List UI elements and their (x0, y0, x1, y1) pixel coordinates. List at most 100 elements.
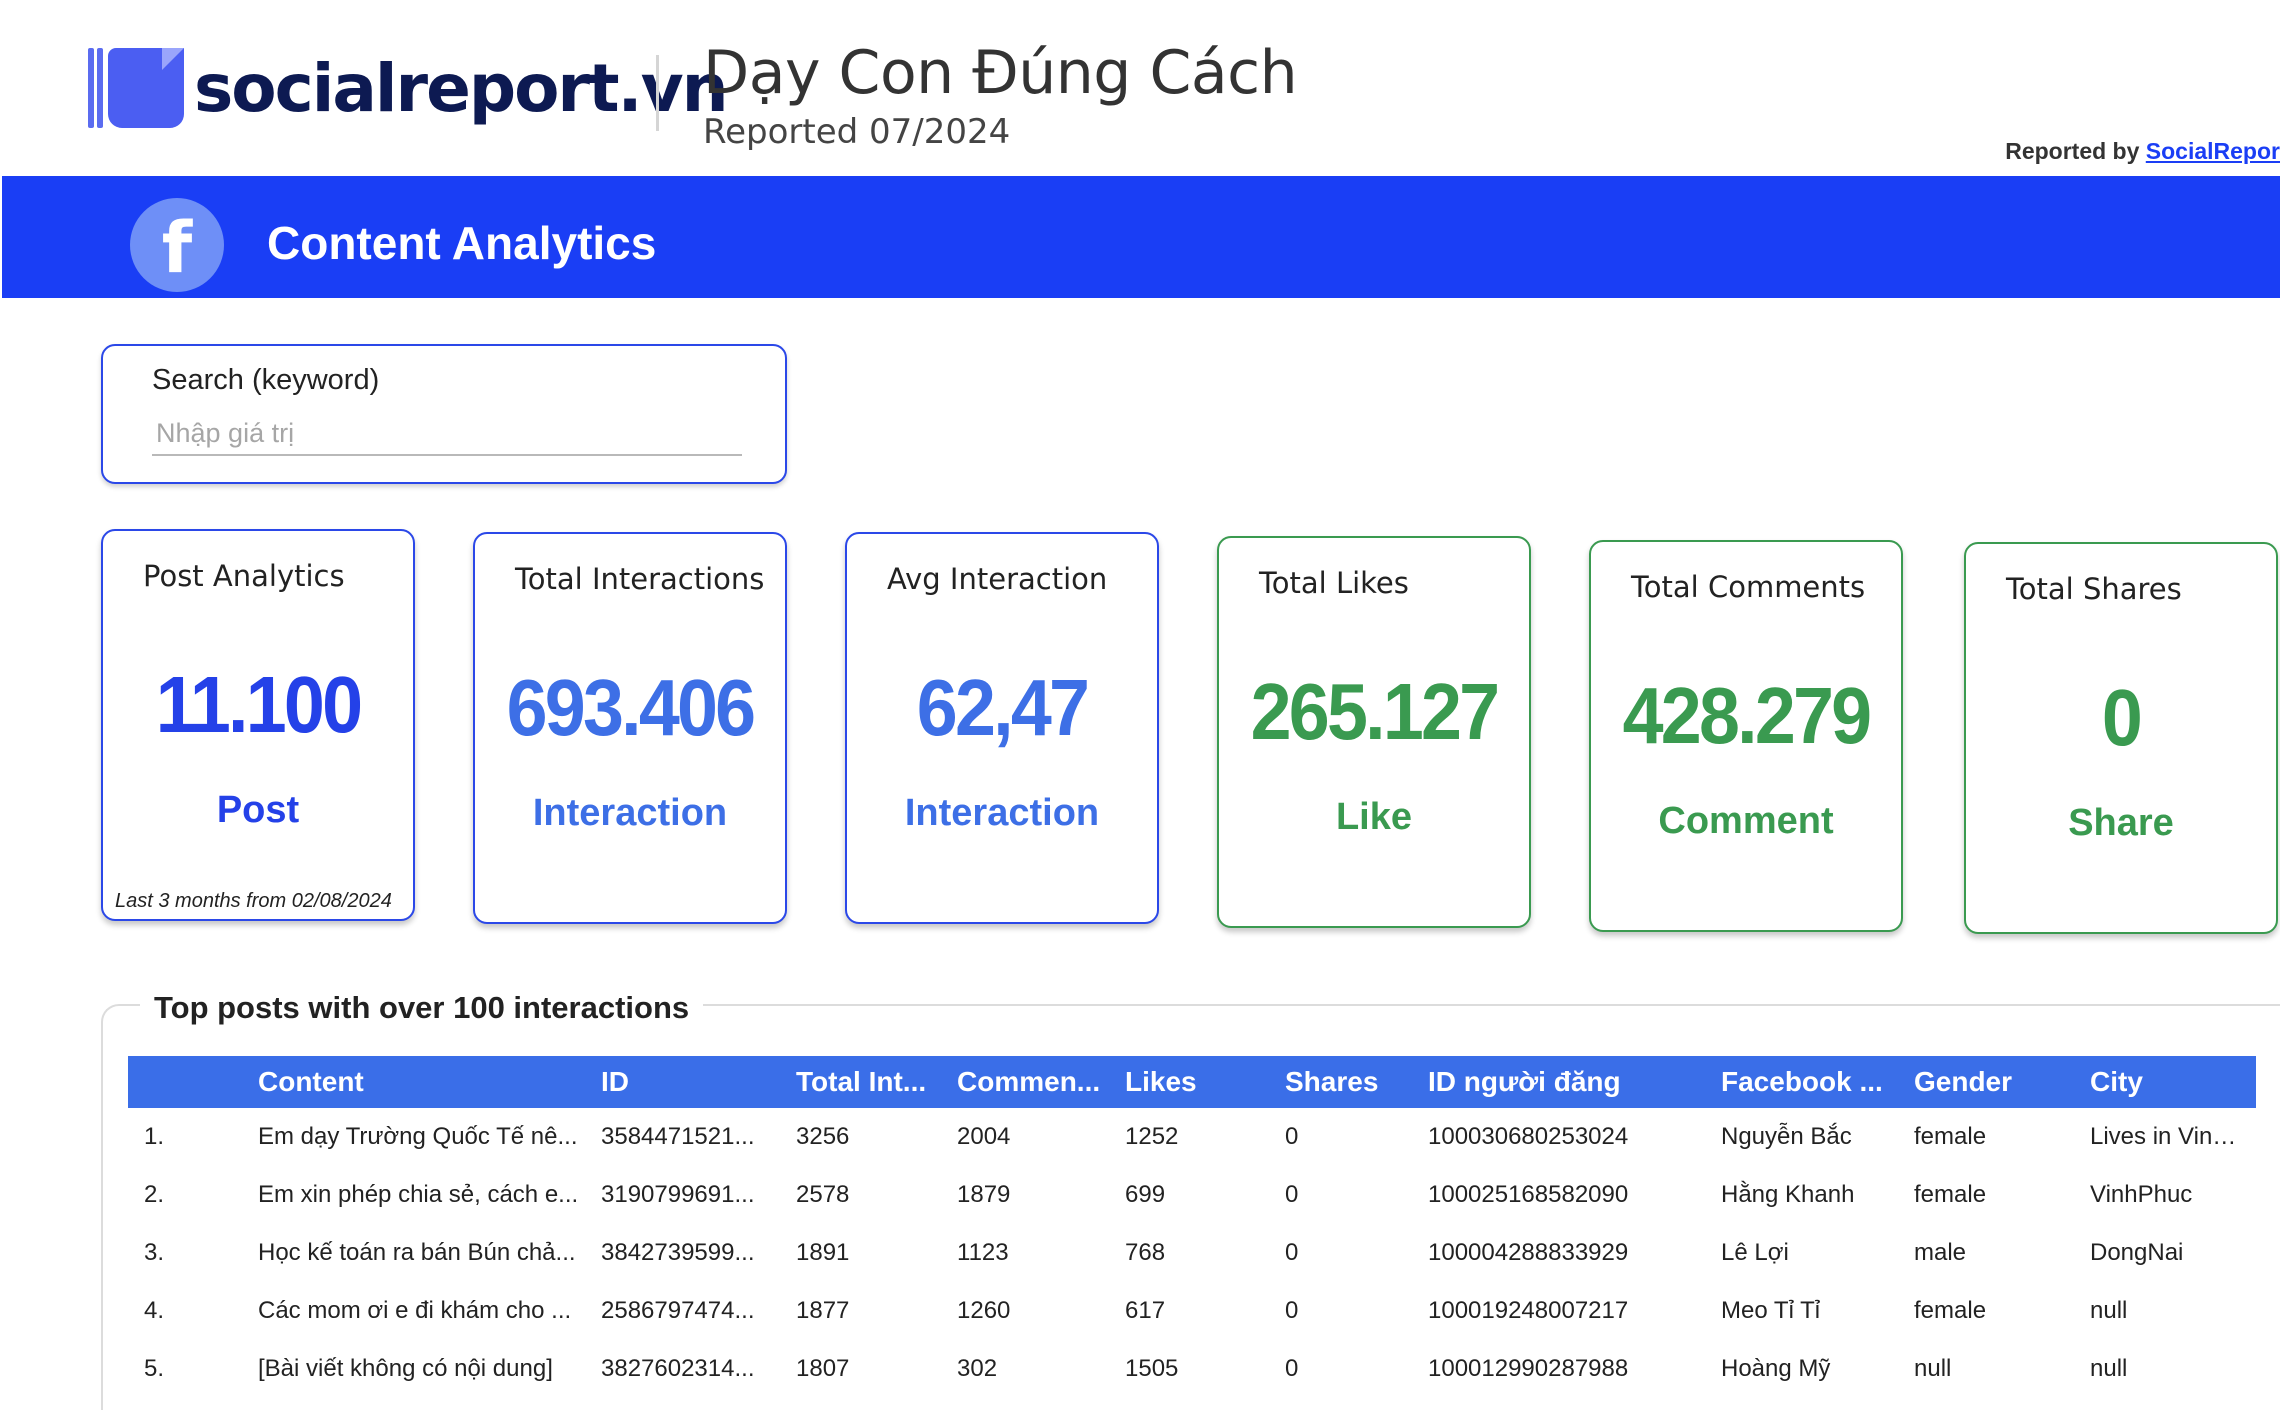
cell-city: DongNai (2090, 1239, 2184, 1266)
card-value: 265.127 (1250, 667, 1500, 756)
col-total-interactions-header[interactable]: Total Int... (796, 1056, 957, 1108)
search-label: Search (keyword) (152, 364, 380, 396)
col-poster-id-header[interactable]: ID người đăng (1428, 1056, 1721, 1108)
cell-poster-id: 100019248007217 (1428, 1297, 1629, 1324)
cell-id: 3827602314... (601, 1355, 755, 1382)
card-note: Last 3 months from 02/08/2024 (115, 890, 392, 912)
card-title: Avg Interaction (887, 562, 1108, 596)
card-value: 0 (2101, 673, 2143, 762)
card-value: 11.100 (155, 660, 363, 749)
col-gender-header[interactable]: Gender (1914, 1056, 2090, 1108)
card-total-interactions: Total Interactions 693.406 Interaction (473, 532, 787, 924)
col-shares-header[interactable]: Shares (1285, 1056, 1428, 1108)
col-comments-header[interactable]: Commen... (957, 1056, 1125, 1108)
card-avg-interaction: Avg Interaction 62,47 Interaction (845, 532, 1159, 924)
table-row[interactable]: 3. Học kế toán ra bán Bún chả... 384273959… (128, 1224, 2256, 1282)
card-value: 62,47 (916, 663, 1090, 752)
cell-content: Em dạy Trường Quốc Tế nê... (258, 1123, 578, 1150)
card-unit: Post (216, 789, 300, 831)
cell-comments: 1879 (957, 1181, 1011, 1208)
cell-id: 2586797474... (601, 1297, 755, 1324)
card-unit: Comment (1658, 800, 1834, 842)
section-title: Content Analytics (267, 217, 657, 269)
cell-city: VinhPhuc (2090, 1181, 2193, 1208)
col-id-header[interactable]: ID (601, 1056, 796, 1108)
cell-comments: 1123 (957, 1239, 1009, 1266)
cell-city: Lives in Vinh... (2090, 1123, 2246, 1150)
top-posts-table: Content ID Total Int... Commen... Likes … (128, 1056, 2256, 1398)
cell-total-interactions: 1807 (796, 1355, 850, 1382)
table-header-row: Content ID Total Int... Commen... Likes … (128, 1056, 2256, 1108)
facebook-icon: f (130, 198, 224, 292)
cell-content: [Bài viết không có nội dung] (258, 1355, 553, 1382)
col-facebook-header[interactable]: Facebook ... (1721, 1056, 1914, 1108)
card-unit: Share (2068, 802, 2174, 844)
cell-poster-id: 100004288833929 (1428, 1239, 1629, 1266)
cell-likes: 699 (1125, 1181, 1166, 1208)
reported-by: Reported by SocialRepor (2005, 138, 2280, 165)
report-subtitle: Reported 07/2024 (703, 112, 1011, 152)
cell-shares: 0 (1285, 1123, 1299, 1150)
cell-likes: 617 (1125, 1297, 1166, 1324)
cell-content: Em xin phép chia sẻ, cách e... (258, 1181, 579, 1208)
col-index-header (128, 1056, 258, 1108)
col-city-header[interactable]: City (2090, 1056, 2256, 1108)
cell-facebook-name: Meo Tỉ Tỉ (1721, 1297, 1821, 1324)
col-likes-header[interactable]: Likes (1125, 1056, 1285, 1108)
card-total-comments: Total Comments 428.279 Comment (1589, 540, 1903, 932)
card-post-analytics: Post Analytics 11.100 Post Last 3 months… (101, 529, 415, 921)
cell-gender: female (1914, 1123, 1987, 1150)
cell-index: 4. (144, 1297, 165, 1324)
search-input[interactable] (152, 412, 742, 456)
card-title: Total Shares (2006, 572, 2182, 606)
report-title: Dạy Con Đúng Cách (703, 38, 1298, 108)
reported-by-link[interactable]: SocialRepor (2145, 138, 2280, 164)
card-title: Total Interactions (515, 562, 765, 596)
cell-poster-id: 100025168582090 (1428, 1181, 1629, 1208)
cell-total-interactions: 1877 (796, 1297, 850, 1324)
section-banner: f Content Analytics (2, 176, 2280, 298)
cell-likes: 768 (1125, 1239, 1166, 1266)
header-divider (656, 55, 659, 131)
card-title: Total Comments (1631, 570, 1866, 604)
card-value: 693.406 (506, 663, 756, 752)
reported-by-prefix: Reported by (2005, 138, 2140, 164)
logo-icon (88, 48, 184, 128)
cell-facebook-name: Hằng Khanh (1721, 1181, 1855, 1208)
cell-facebook-name: Lê Lợi (1721, 1239, 1789, 1266)
card-unit: Interaction (532, 792, 728, 834)
card-total-shares: Total Shares 0 Share (1964, 542, 2278, 934)
cell-shares: 0 (1285, 1181, 1299, 1208)
table-row[interactable]: 5. [Bài viết không có nội dung] 3827602314… (128, 1340, 2256, 1398)
cell-id: 3842739599... (601, 1239, 755, 1266)
cell-content: Học kế toán ra bán Bún chả... (258, 1239, 576, 1266)
card-unit: Interaction (904, 792, 1100, 834)
cell-id: 3190799691... (601, 1181, 755, 1208)
cell-shares: 0 (1285, 1239, 1299, 1266)
cell-comments: 2004 (957, 1123, 1011, 1150)
cell-poster-id: 100030680253024 (1428, 1123, 1629, 1150)
logo: socialreport.vn (88, 48, 729, 128)
cell-poster-id: 100012990287988 (1428, 1355, 1629, 1382)
card-title: Post Analytics (143, 559, 345, 593)
cell-city: null (2090, 1297, 2128, 1324)
card-unit: Like (1335, 796, 1413, 838)
table-row[interactable]: 2. Em xin phép chia sẻ, cách e... 31907996… (128, 1166, 2256, 1224)
table-row[interactable]: 4. Các mom ơi e đi khám cho ... 2586797474… (128, 1282, 2256, 1340)
col-content-header[interactable]: Content (258, 1056, 601, 1108)
cell-likes: 1505 (1125, 1355, 1179, 1382)
cell-index: 5. (144, 1355, 165, 1382)
card-value: 428.279 (1622, 671, 1872, 760)
card-title: Total Likes (1259, 566, 1409, 600)
cell-gender: female (1914, 1297, 1987, 1324)
cell-likes: 1252 (1125, 1123, 1179, 1150)
logo-text: socialreport.vn (194, 49, 729, 127)
card-total-likes: Total Likes 265.127 Like (1217, 536, 1531, 928)
cell-total-interactions: 1891 (796, 1239, 850, 1266)
table-row[interactable]: 1. Em dạy Trường Quốc Tế nê... 3584471521.… (128, 1108, 2256, 1166)
table-title: Top posts with over 100 interactions (140, 990, 704, 1026)
search-panel: Search (keyword) (101, 344, 787, 484)
cell-city: null (2090, 1355, 2128, 1382)
cell-comments: 1260 (957, 1297, 1011, 1324)
cell-shares: 0 (1285, 1355, 1299, 1382)
